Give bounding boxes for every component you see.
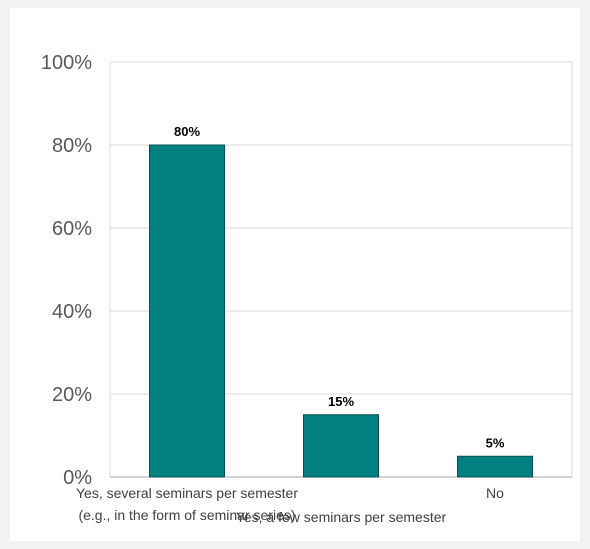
data-label: 15%	[328, 394, 354, 409]
x-tick-label: No	[486, 485, 504, 501]
y-tick-label: 20%	[52, 384, 92, 406]
x-axis-labels: Yes, several seminars per semester (e.g.,…	[76, 485, 504, 525]
bar	[457, 455, 533, 478]
x-tick-label: Yes, several seminars per semester	[76, 485, 298, 501]
data-labels: 80% 15% 5%	[174, 124, 505, 450]
bar	[303, 414, 379, 478]
data-label: 80%	[174, 124, 200, 139]
y-tick-label: 0%	[63, 467, 92, 489]
y-tick-label: 40%	[52, 301, 92, 323]
x-tick-label: (e.g., in the form of seminar series)	[78, 507, 295, 523]
y-axis-ticks: 0% 20% 40% 60% 80% 100%	[41, 52, 92, 489]
x-tick-label: Yes, a few seminars per semester	[236, 509, 447, 525]
y-tick-label: 80%	[52, 135, 92, 157]
data-label: 5%	[486, 435, 505, 450]
bar	[149, 144, 225, 478]
y-tick-label: 100%	[41, 52, 92, 74]
bars	[149, 144, 533, 478]
chart-card	[10, 8, 580, 541]
y-tick-label: 60%	[52, 218, 92, 240]
